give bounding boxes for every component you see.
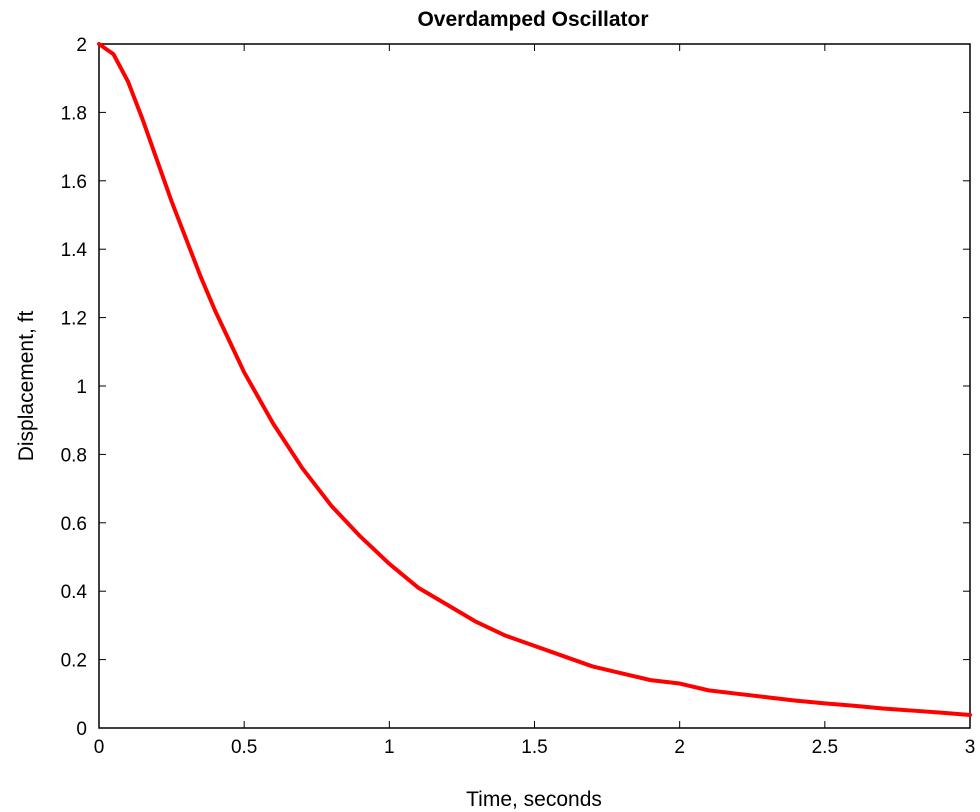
y-axis-label: Displacement, ft bbox=[15, 311, 38, 462]
chart-title: Overdamped Oscillator bbox=[417, 8, 648, 31]
y-tick-label: 0.2 bbox=[61, 651, 87, 672]
y-tick-label: 0.8 bbox=[61, 445, 87, 466]
y-tick-label: 0.6 bbox=[61, 514, 87, 535]
y-tick-label: 0.4 bbox=[61, 582, 88, 603]
x-axis-ticks: 0 0.5 1 1.5 2 2.5 3 bbox=[94, 44, 976, 758]
plot-area bbox=[98, 43, 971, 729]
series-line bbox=[97, 42, 972, 717]
y-axis-ticks: 0 0.2 0.4 0.6 0.8 1 1.2 1.4 1.6 1.8 2 bbox=[61, 35, 970, 740]
x-tick-label: 0 bbox=[94, 737, 105, 758]
y-tick-label: 0 bbox=[76, 719, 87, 740]
x-axis-label: Time, seconds bbox=[466, 788, 602, 811]
x-tick-label: 1.5 bbox=[521, 737, 547, 758]
y-tick-label: 1.4 bbox=[61, 240, 88, 261]
y-tick-label: 1.6 bbox=[61, 172, 87, 193]
y-tick-label: 1 bbox=[76, 377, 87, 398]
x-tick-label: 3 bbox=[965, 737, 976, 758]
x-tick-label: 2.5 bbox=[812, 737, 838, 758]
x-tick-label: 0.5 bbox=[231, 737, 257, 758]
x-tick-label: 1 bbox=[384, 737, 395, 758]
series-layer bbox=[97, 42, 972, 717]
x-tick-label: 2 bbox=[674, 737, 685, 758]
y-tick-label: 1.2 bbox=[61, 309, 87, 330]
y-tick-label: 1.8 bbox=[61, 103, 87, 124]
y-tick-label: 2 bbox=[76, 35, 87, 56]
